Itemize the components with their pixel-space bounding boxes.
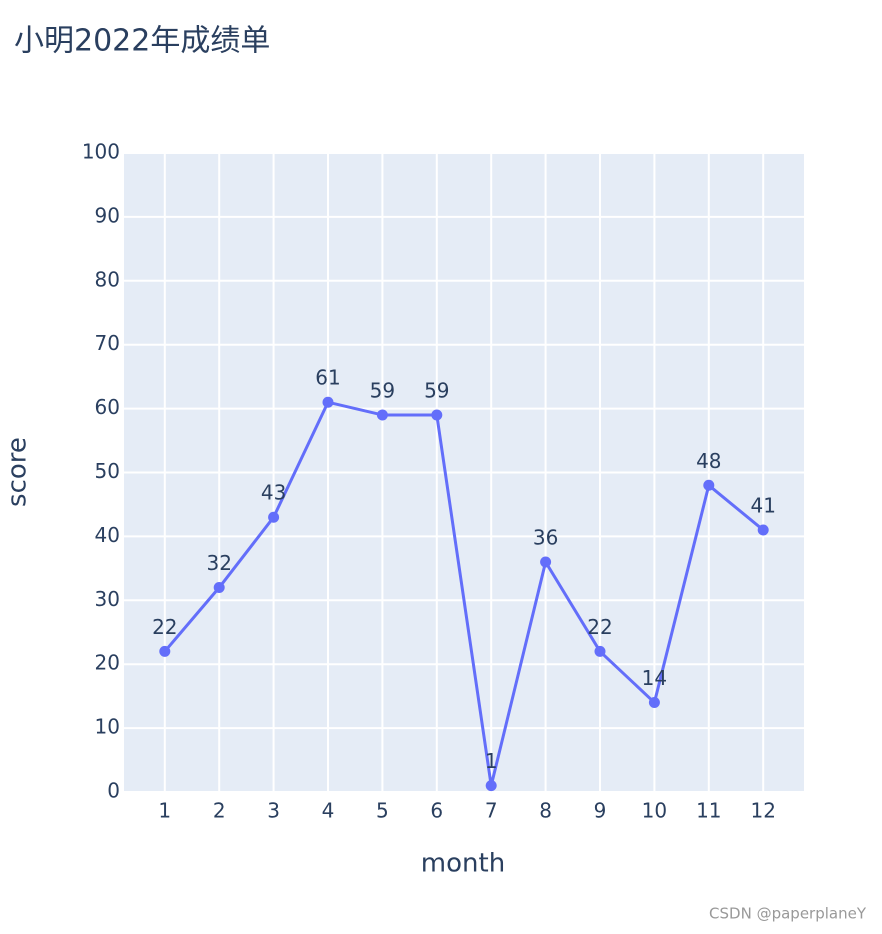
y-tick-label: 20 [95, 651, 120, 675]
y-tick-label: 60 [95, 395, 120, 419]
y-tick-label: 30 [95, 587, 120, 611]
x-tick-label: 5 [376, 799, 389, 823]
data-label: 22 [587, 615, 612, 639]
x-tick-label: 9 [594, 799, 607, 823]
data-label: 22 [152, 615, 177, 639]
point [757, 524, 769, 536]
x-tick-label: 11 [696, 799, 721, 823]
data-label: 48 [696, 449, 721, 473]
y-tick-label: 70 [95, 331, 120, 355]
data-label: 61 [315, 366, 340, 390]
point [376, 409, 388, 421]
x-tick-label: 1 [158, 799, 171, 823]
y-axis-title: score [3, 437, 33, 507]
y-tick-label: 90 [95, 203, 120, 227]
x-tick-label: 4 [322, 799, 335, 823]
y-tick-label: 0 [107, 779, 120, 803]
x-tick-label: 7 [485, 799, 498, 823]
data-label: 59 [424, 378, 449, 402]
chart-title: 小明2022年成绩单 [14, 24, 270, 59]
x-axis-title: month [421, 849, 505, 879]
point [594, 645, 606, 657]
x-tick-label: 6 [430, 799, 443, 823]
data-label: 41 [750, 494, 775, 518]
data-label: 14 [642, 666, 667, 690]
y-tick-label: 100 [82, 140, 120, 164]
point [540, 556, 552, 568]
data-label: 59 [370, 378, 395, 402]
y-tick-label: 50 [95, 459, 120, 483]
point [213, 582, 225, 594]
x-tick-label: 2 [213, 799, 226, 823]
point [485, 780, 497, 792]
point [431, 409, 443, 421]
line [163, 400, 765, 786]
data-label: 1 [485, 749, 498, 773]
point [703, 479, 715, 491]
data-label: 32 [206, 551, 231, 575]
x-tick-label: 8 [539, 799, 552, 823]
data-label: 36 [533, 525, 558, 549]
data-label: 43 [261, 481, 286, 505]
y-tick-label: 10 [95, 715, 120, 739]
point [268, 511, 280, 523]
point [159, 645, 171, 657]
watermark: CSDN @paperplaneY [709, 905, 867, 923]
x-tick-label: 10 [642, 799, 667, 823]
point [648, 697, 660, 709]
x-tick-label: 12 [750, 799, 775, 823]
y-tick-label: 80 [95, 267, 120, 291]
x-tick-label: 3 [267, 799, 280, 823]
point [322, 396, 334, 408]
y-tick-label: 40 [95, 523, 120, 547]
